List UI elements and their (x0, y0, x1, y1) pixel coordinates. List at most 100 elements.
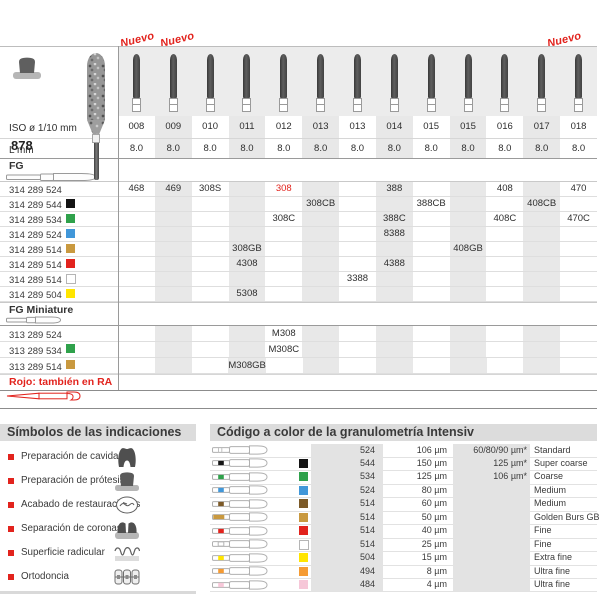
grid-cell (118, 197, 155, 211)
red-bullet (8, 478, 14, 484)
grit-name: Ultra fine (534, 579, 571, 589)
crown-indication-icon (12, 55, 42, 86)
symbol-label: Ortodoncia (21, 571, 69, 582)
grid-cell (228, 182, 266, 196)
iso-value: 009 (154, 116, 192, 138)
grid-cell (486, 227, 523, 241)
order-number: 308S (199, 183, 222, 194)
grit-code: 514 (311, 510, 383, 525)
grid-cell (486, 242, 523, 256)
grid-cell (155, 159, 192, 181)
grid-cell (449, 182, 487, 196)
grid-cell (413, 257, 450, 271)
grit-color-chip (299, 566, 308, 576)
grit-size: 125 µm (416, 471, 447, 482)
grit-color-chip (66, 344, 75, 353)
grit-row: 514 50 µm Golden Burs GB (210, 510, 600, 526)
grit-color-chip (66, 360, 75, 369)
product-code: 313 289 534 (9, 346, 62, 357)
bur-pictogram (168, 54, 178, 112)
bur-pictogram (426, 54, 436, 112)
grid-cell (302, 47, 339, 116)
grid-cell (560, 227, 597, 241)
grid-cell (486, 326, 523, 341)
grit-row: 514 25 µm Fine (210, 537, 597, 553)
bur-pictogram-head (169, 54, 177, 98)
grid-cell (560, 242, 597, 256)
bur-pictogram (537, 54, 547, 112)
grid-cell (486, 197, 523, 211)
grid-cell (560, 257, 597, 271)
length-value: 8.0 (571, 143, 586, 154)
grit-alt-size (453, 483, 530, 498)
product-row-label: 314 289 544 (0, 197, 118, 211)
grid-cell (375, 242, 413, 256)
fg-miniature-shank-icon (6, 316, 62, 324)
grit-bur-icon (212, 512, 268, 522)
grid-cell (486, 342, 523, 357)
red-bullet (8, 502, 14, 508)
product-row-label: 314 289 514 (0, 242, 118, 256)
grit-size: 4 µm (426, 579, 447, 589)
product-code: 314 289 544 (9, 200, 62, 211)
product-row-label: 314 289 524 (0, 227, 118, 241)
grid-cell (192, 197, 229, 211)
grid-cell (339, 182, 376, 196)
product-row-label: 313 289 514 (0, 358, 118, 373)
grid-cell: 408GB (449, 242, 487, 256)
grid-cell (523, 358, 561, 373)
grid-cell (118, 242, 155, 256)
grid-cell (118, 303, 155, 325)
grit-name: Golden Burs GB (534, 511, 600, 522)
grid-cell: M308 (265, 326, 302, 341)
product-code: 314 289 504 (9, 290, 62, 301)
iso-row-label: ISO ø 1/10 mm (0, 116, 118, 138)
grit-alt-size (453, 510, 530, 525)
order-number: 470C (567, 213, 590, 224)
grid-cell (413, 159, 450, 181)
grid-cell (523, 257, 561, 271)
grit-size: 80 µm (421, 484, 447, 495)
grit-bur-icon (212, 499, 268, 509)
grid-cell (413, 47, 450, 116)
grid-cell (302, 242, 340, 256)
grid-cell (118, 358, 155, 373)
grid-cell: 470 (560, 182, 597, 196)
grid-cell: 468 (118, 182, 155, 196)
grid-cell: 308CB (302, 197, 340, 211)
iso-value: 010 (202, 121, 219, 132)
grid-cell (154, 358, 192, 373)
length-value: 8.0 (523, 139, 561, 158)
grid-cell (560, 358, 597, 373)
grid-cell (523, 272, 561, 286)
grid-cell (265, 272, 302, 286)
order-number: 470 (570, 183, 587, 194)
grid-cell (265, 197, 302, 211)
grid-cell (155, 375, 192, 408)
bur-pictogram-collar (389, 98, 399, 112)
grit-row: 534 125 µm 106 µm* Coarse (210, 470, 597, 485)
bur-pictogram-collar (242, 98, 252, 112)
grit-row: 494 8 µm Ultra fine (210, 564, 597, 579)
bur-pictogram-head (317, 54, 325, 98)
grid-cell (339, 303, 376, 325)
grit-size: 25 µm (421, 538, 447, 549)
product-code: 314 289 514 (9, 260, 62, 271)
grid-cell (118, 287, 155, 301)
grid-cell (560, 197, 597, 211)
grid-cell (523, 303, 560, 325)
grit-alt-size (453, 497, 530, 511)
grid-cell (154, 242, 192, 256)
grid-cell (302, 358, 340, 373)
grid-cell (155, 47, 192, 116)
order-number: 408 (496, 183, 513, 194)
grid-cell (523, 242, 561, 256)
symbol-label: Preparación de prótesis (21, 475, 125, 486)
grid-cell (339, 287, 376, 301)
bur-pictogram-collar (463, 98, 473, 112)
grid-cell (413, 212, 450, 226)
product-code: 313 289 524 (9, 330, 62, 341)
l-label-text: L mm (9, 145, 34, 156)
symbol-item: Preparación de prótesis (0, 470, 196, 492)
bur-pictogram-head (575, 54, 583, 98)
